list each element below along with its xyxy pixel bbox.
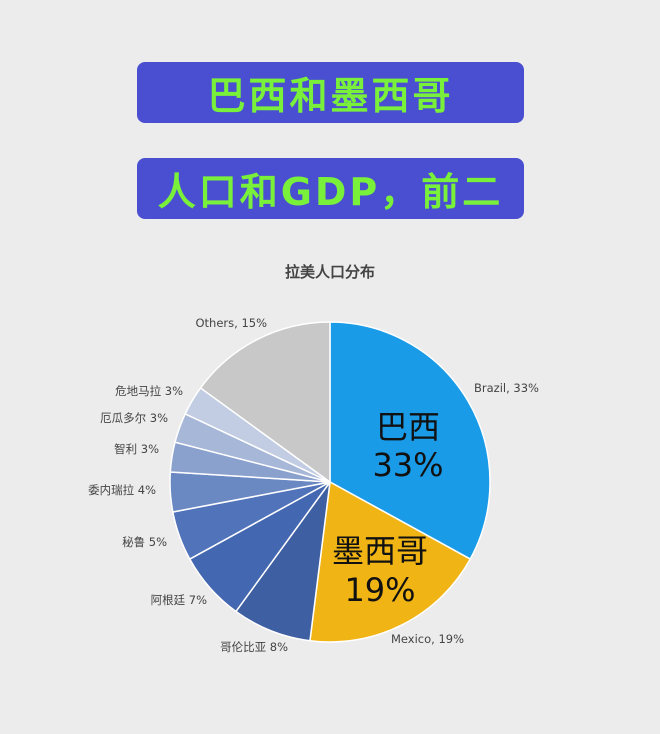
- chart-title: 拉美人口分布: [284, 263, 375, 281]
- title-banner-2: 人口和GDP，前二: [137, 158, 524, 219]
- pie-slice-0: [329, 321, 491, 561]
- pie-slice-9: [199, 321, 331, 484]
- slice-label-5: 委内瑞拉 4%: [88, 483, 156, 497]
- inner-label-name-0: 巴西: [376, 408, 440, 446]
- inner-label-pct-1: 19%: [344, 571, 415, 609]
- inner-label-name-1: 墨西哥: [332, 532, 428, 570]
- slice-label-3: 阿根廷 7%: [151, 593, 207, 607]
- slice-label-7: 厄瓜多尔 3%: [100, 411, 168, 425]
- slice-label-2: 哥伦比亚 8%: [220, 640, 288, 654]
- slice-label-4: 秘鲁 5%: [122, 535, 167, 549]
- inner-label-pct-0: 33%: [372, 446, 443, 484]
- title-line-2: 人口和GDP，前二: [157, 170, 504, 214]
- slice-label-0: Brazil, 33%: [474, 381, 539, 395]
- pie-slice-1: [309, 480, 472, 643]
- title-line-1: 巴西和墨西哥: [207, 74, 454, 118]
- slice-label-6: 智利 3%: [114, 442, 159, 456]
- slice-label-1: Mexico, 19%: [391, 632, 464, 646]
- title-banner-1: 巴西和墨西哥: [137, 62, 524, 123]
- slice-label-8: 危地马拉 3%: [115, 384, 183, 398]
- slice-label-9: Others, 15%: [195, 316, 267, 330]
